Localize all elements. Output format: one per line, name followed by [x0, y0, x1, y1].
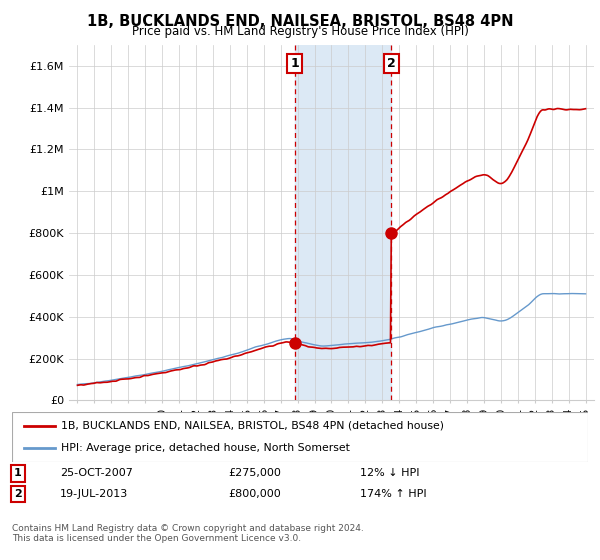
Text: 1: 1	[14, 468, 22, 478]
FancyBboxPatch shape	[12, 412, 588, 462]
Text: 2: 2	[14, 489, 22, 499]
Text: 1B, BUCKLANDS END, NAILSEA, BRISTOL, BS48 4PN (detached house): 1B, BUCKLANDS END, NAILSEA, BRISTOL, BS4…	[61, 421, 444, 431]
Bar	[295, 45, 391, 400]
Text: 2: 2	[387, 57, 396, 70]
Text: 25-OCT-2007: 25-OCT-2007	[60, 468, 133, 478]
Text: 1B, BUCKLANDS END, NAILSEA, BRISTOL, BS48 4PN: 1B, BUCKLANDS END, NAILSEA, BRISTOL, BS4…	[87, 14, 513, 29]
Text: 1: 1	[290, 57, 299, 70]
Text: Contains HM Land Registry data © Crown copyright and database right 2024.
This d: Contains HM Land Registry data © Crown c…	[12, 524, 364, 543]
Text: HPI: Average price, detached house, North Somerset: HPI: Average price, detached house, Nort…	[61, 443, 350, 453]
Text: 174% ↑ HPI: 174% ↑ HPI	[360, 489, 427, 499]
Text: 19-JUL-2013: 19-JUL-2013	[60, 489, 128, 499]
Text: £275,000: £275,000	[228, 468, 281, 478]
Text: 12% ↓ HPI: 12% ↓ HPI	[360, 468, 419, 478]
Text: £800,000: £800,000	[228, 489, 281, 499]
Text: Price paid vs. HM Land Registry's House Price Index (HPI): Price paid vs. HM Land Registry's House …	[131, 25, 469, 38]
